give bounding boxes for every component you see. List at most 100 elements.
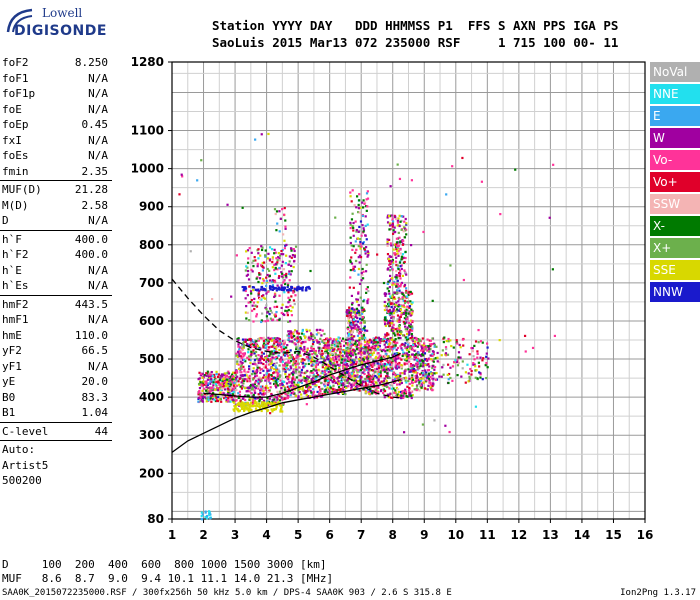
echo-point bbox=[248, 319, 251, 322]
echo-point bbox=[398, 383, 401, 386]
echo-point bbox=[384, 333, 387, 336]
echo-point bbox=[399, 375, 402, 378]
echo-point bbox=[405, 287, 408, 290]
echo-point bbox=[259, 273, 262, 276]
echo-point bbox=[309, 374, 312, 377]
echo-point bbox=[398, 269, 402, 272]
echo-point bbox=[307, 362, 310, 366]
echo-point bbox=[399, 357, 402, 360]
echo-point bbox=[346, 336, 349, 340]
echo-point bbox=[390, 329, 393, 332]
echo-point bbox=[343, 350, 346, 354]
echo-point bbox=[405, 233, 408, 236]
echo-point bbox=[244, 402, 247, 406]
echo-point bbox=[311, 395, 314, 398]
echo-point bbox=[237, 343, 240, 346]
echo-point bbox=[335, 338, 338, 341]
echo-point bbox=[252, 393, 255, 396]
echo-point bbox=[402, 431, 406, 434]
param-name: h`E bbox=[2, 263, 22, 277]
echo-point bbox=[415, 385, 419, 388]
echo-point bbox=[227, 370, 230, 373]
echo-point bbox=[224, 372, 227, 375]
echo-point bbox=[420, 386, 423, 389]
echo-point bbox=[424, 374, 427, 378]
echo-point bbox=[382, 281, 386, 285]
echo-point bbox=[299, 354, 302, 357]
echo-point bbox=[383, 370, 386, 373]
echo-point bbox=[371, 347, 374, 350]
echo-point bbox=[354, 363, 358, 366]
echo-point bbox=[362, 270, 365, 273]
echo-point bbox=[403, 236, 407, 239]
echo-point bbox=[349, 375, 352, 379]
echo-point bbox=[291, 373, 295, 376]
echo-point bbox=[281, 260, 284, 263]
echo-point bbox=[277, 337, 280, 340]
echo-point bbox=[308, 353, 311, 356]
echo-point bbox=[209, 390, 212, 393]
echo-point bbox=[219, 388, 222, 391]
echo-point bbox=[257, 368, 261, 372]
echo-point bbox=[260, 351, 263, 354]
echo-point bbox=[273, 342, 276, 345]
echo-point bbox=[323, 344, 326, 348]
echo-point bbox=[318, 374, 321, 377]
echo-point bbox=[423, 352, 427, 355]
echo-point bbox=[273, 349, 276, 352]
echo-point bbox=[309, 361, 313, 364]
echo-point bbox=[392, 361, 395, 364]
echo-point bbox=[237, 345, 240, 348]
echo-point bbox=[397, 296, 400, 299]
echo-point bbox=[388, 300, 391, 303]
echo-point bbox=[354, 368, 357, 372]
echo-point bbox=[395, 310, 398, 313]
echo-point bbox=[383, 396, 386, 399]
echo-point bbox=[275, 355, 278, 359]
echo-point bbox=[291, 364, 294, 367]
echo-point bbox=[427, 377, 431, 380]
echo-point bbox=[258, 398, 262, 401]
echo-point bbox=[346, 347, 349, 350]
echo-point bbox=[262, 366, 265, 369]
echo-point bbox=[271, 258, 274, 261]
echo-point bbox=[389, 265, 392, 269]
echo-point bbox=[351, 323, 355, 326]
echo-point bbox=[260, 319, 263, 322]
echo-point bbox=[241, 206, 244, 209]
echo-point bbox=[309, 395, 312, 398]
echo-point bbox=[210, 375, 213, 378]
echo-point bbox=[394, 377, 397, 380]
echo-point bbox=[233, 407, 237, 410]
echo-point bbox=[363, 326, 366, 330]
echo-point bbox=[264, 407, 267, 410]
echo-point bbox=[406, 305, 409, 308]
echo-point bbox=[377, 379, 380, 382]
echo-point bbox=[266, 257, 270, 260]
echo-point bbox=[263, 297, 267, 300]
echo-point bbox=[328, 360, 332, 363]
echo-point bbox=[436, 356, 439, 359]
echo-point bbox=[326, 391, 329, 394]
echo-point bbox=[208, 514, 211, 517]
echo-point bbox=[314, 352, 317, 355]
echo-point bbox=[403, 391, 406, 395]
echo-point bbox=[287, 361, 290, 364]
echo-point bbox=[467, 372, 470, 375]
echo-point bbox=[386, 221, 390, 224]
echo-point bbox=[372, 347, 375, 351]
echo-point bbox=[302, 375, 305, 379]
echo-point bbox=[295, 337, 298, 340]
echo-point bbox=[253, 256, 256, 259]
echo-point bbox=[353, 324, 356, 327]
echo-point bbox=[211, 386, 214, 390]
param-row-hmf1: hmF1 N/A bbox=[0, 312, 112, 328]
echo-point bbox=[398, 318, 401, 321]
echo-point bbox=[210, 297, 214, 301]
echo-point bbox=[217, 380, 220, 383]
echo-point bbox=[363, 319, 366, 323]
echo-point bbox=[346, 371, 349, 374]
echo-point bbox=[266, 339, 269, 342]
echo-point bbox=[215, 394, 218, 397]
echo-point bbox=[243, 379, 246, 382]
